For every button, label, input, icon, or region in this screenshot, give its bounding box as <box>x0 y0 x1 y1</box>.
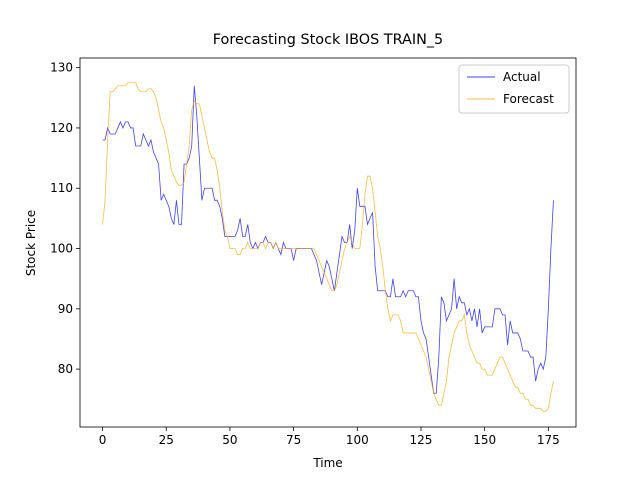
line-series <box>102 85 554 394</box>
legend-label: Forecast <box>503 92 554 106</box>
x-axis-label: Time <box>312 456 342 470</box>
y-tick-label: 90 <box>58 302 73 316</box>
y-tick-label: 110 <box>50 181 73 195</box>
chart-title: Forecasting Stock IBOS TRAIN_5 <box>213 32 443 48</box>
x-tick-label: 0 <box>99 433 107 447</box>
y-tick-label: 130 <box>50 61 73 75</box>
y-tick-label: 80 <box>58 362 73 376</box>
x-tick-label: 75 <box>286 433 301 447</box>
x-tick-label: 50 <box>222 433 237 447</box>
plot-frame <box>79 57 577 428</box>
y-tick-label: 120 <box>50 121 73 135</box>
y-axis-label: Stock Price <box>24 210 38 276</box>
x-tick-label: 150 <box>473 433 496 447</box>
x-tick-label: 25 <box>159 433 174 447</box>
x-tick-label: 125 <box>410 433 433 447</box>
x-tick-label: 100 <box>346 433 369 447</box>
x-tick-label: 175 <box>537 433 560 447</box>
y-tick-label: 100 <box>50 242 73 256</box>
legend-label: Actual <box>503 70 541 84</box>
line-series <box>102 82 554 412</box>
